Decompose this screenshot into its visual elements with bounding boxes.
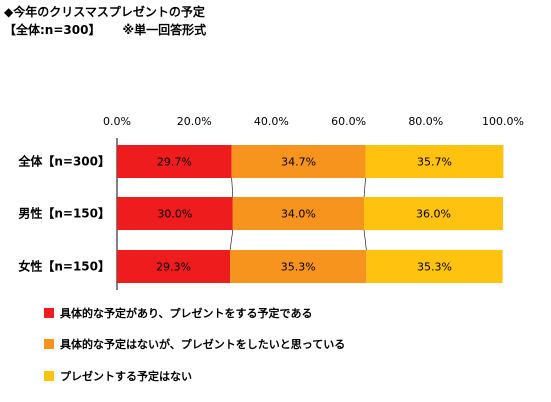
x-tick-label: 40.0% [254, 115, 289, 128]
x-tick-label: 60.0% [331, 115, 366, 128]
legend-label-want-to-give: 具体的な予定はないが、プレゼントをしたいと思っている [60, 338, 346, 351]
legend-item-want-to-give: 具体的な予定はないが、プレゼントをしたいと思っている [44, 336, 345, 352]
bar-female-want-to-give [230, 250, 367, 283]
data-label-male-plan-to-give: 30.0% [157, 208, 192, 221]
bar-female-plan-to-give [117, 250, 231, 283]
legend-item-no-plan: プレゼントする予定はない [44, 368, 192, 384]
bar-total-no-plan [365, 145, 504, 178]
category-label-female: 女性【n=150】 [18, 259, 110, 274]
x-tick-label: 0.0% [103, 115, 131, 128]
bar-total-plan-to-give [117, 145, 232, 178]
legend-swatch-want-to-give [44, 339, 54, 349]
series-connector-line [363, 229, 367, 251]
data-label-female-plan-to-give: 29.3% [156, 261, 191, 274]
legend-label-no-plan: プレゼントする予定はない [60, 370, 192, 383]
data-label-total-no-plan: 35.7% [417, 156, 452, 169]
data-label-female-want-to-give: 35.3% [281, 261, 316, 274]
x-tick-label: 20.0% [177, 115, 212, 128]
series-connector-line [229, 229, 234, 251]
chart-title: ◆今年のクリスマスプレゼントの予定 [4, 5, 205, 19]
category-label-total: 全体【n=300】 [17, 154, 110, 169]
legend-swatch-no-plan [44, 371, 54, 381]
data-label-total-want-to-give: 34.7% [281, 156, 316, 169]
data-label-male-want-to-give: 34.0% [281, 208, 316, 221]
answer-format-note: ※単一回答形式 [122, 23, 207, 37]
series-connector-line [363, 177, 366, 198]
legend-swatch-plan-to-give [44, 308, 54, 318]
bar-female-no-plan [366, 250, 503, 283]
legend-label-plan-to-give: 具体的な予定があり、プレゼントをする予定である [60, 307, 313, 320]
x-tick-label: 100.0% [482, 115, 524, 128]
bar-male-want-to-give [232, 197, 365, 230]
category-label-male: 男性【n=150】 [18, 206, 110, 221]
x-tick-label: 80.0% [408, 115, 443, 128]
data-label-total-plan-to-give: 29.7% [157, 156, 192, 169]
legend-item-plan-to-give: 具体的な予定があり、プレゼントをする予定である [44, 305, 312, 321]
data-label-female-no-plan: 35.3% [417, 261, 452, 274]
bar-male-plan-to-give [117, 197, 233, 230]
data-label-male-no-plan: 36.0% [416, 208, 451, 221]
chart-subtitle: 【全体:n=300】 ※単一回答形式 [4, 21, 206, 38]
series-connector-line [231, 177, 234, 198]
sample-size-label: 【全体:n=300】 [4, 23, 101, 37]
bar-male-no-plan [364, 197, 503, 230]
bar-total-want-to-give [231, 145, 366, 178]
